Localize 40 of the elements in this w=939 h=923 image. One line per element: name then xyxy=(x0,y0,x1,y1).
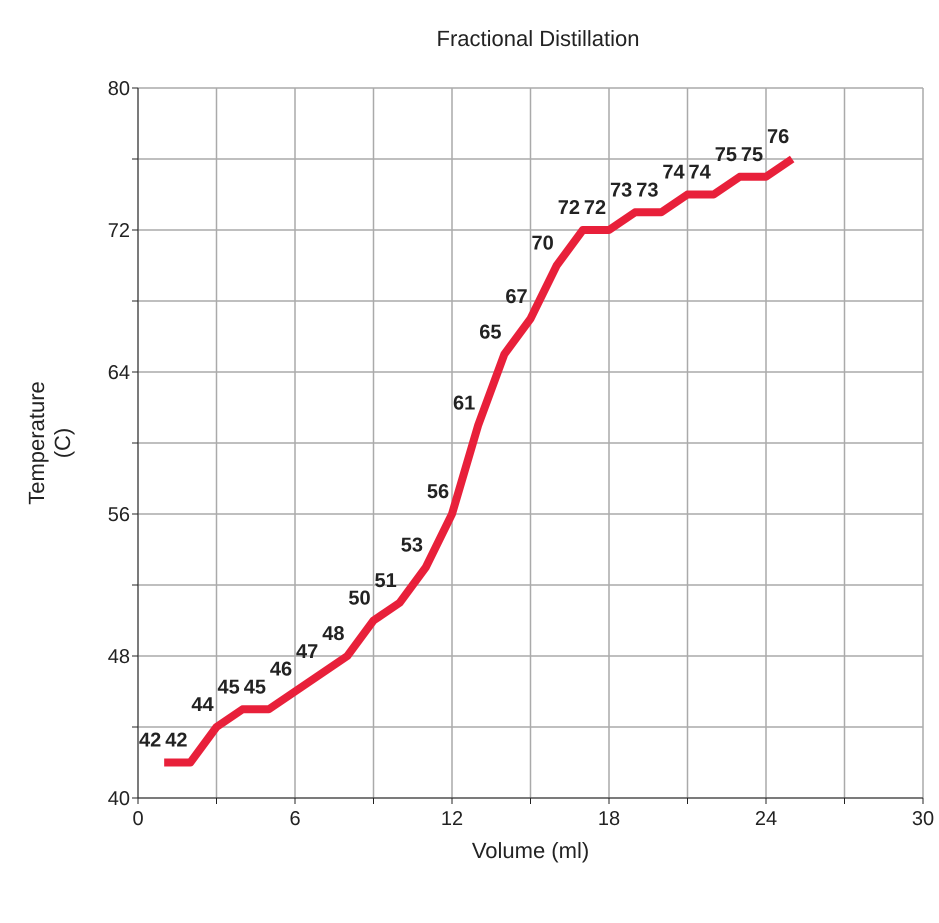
x-tick-label: 6 xyxy=(289,808,301,830)
chart-title: Fractional Distillation xyxy=(436,26,640,52)
x-tick-label: 18 xyxy=(598,808,620,830)
data-label: 65 xyxy=(479,321,502,344)
y-tick-label: 40 xyxy=(108,788,130,810)
data-label: 75 xyxy=(714,144,737,166)
data-label: 73 xyxy=(636,179,658,202)
data-label: 72 xyxy=(584,197,606,219)
data-label: 45 xyxy=(218,676,240,698)
data-label: 46 xyxy=(270,658,292,680)
data-label: 51 xyxy=(374,570,397,592)
data-label: 45 xyxy=(244,676,266,698)
data-label: 42 xyxy=(139,730,162,752)
data-label: 44 xyxy=(191,694,214,716)
data-label: 50 xyxy=(348,588,371,610)
data-label: 73 xyxy=(610,179,632,202)
y-tick-label: 48 xyxy=(108,646,130,668)
data-label: 42 xyxy=(165,730,188,752)
data-label: 76 xyxy=(767,126,790,148)
data-label: 74 xyxy=(688,162,712,184)
data-label: 74 xyxy=(662,162,686,184)
y-tick-label: 64 xyxy=(108,362,130,384)
y-tick-label: 56 xyxy=(108,504,130,526)
data-label: 75 xyxy=(740,144,764,166)
data-label: 70 xyxy=(532,232,554,254)
data-label: 48 xyxy=(322,623,344,645)
data-label: 56 xyxy=(426,481,450,503)
x-tick-label: 0 xyxy=(132,808,144,830)
x-tick-label: 30 xyxy=(912,808,934,830)
data-label: 47 xyxy=(296,640,318,663)
x-tick-label: 12 xyxy=(440,808,464,830)
x-tick-label: 24 xyxy=(754,808,778,830)
data-label: 61 xyxy=(453,392,476,414)
y-axis-title: Temperature (C) xyxy=(24,381,75,505)
data-label: 67 xyxy=(505,286,528,308)
y-tick-label: 80 xyxy=(108,78,130,100)
data-label: 72 xyxy=(558,197,580,219)
data-label: 53 xyxy=(400,534,423,556)
x-axis-title: Volume (ml) xyxy=(472,838,590,863)
y-tick-label: 72 xyxy=(108,220,130,242)
